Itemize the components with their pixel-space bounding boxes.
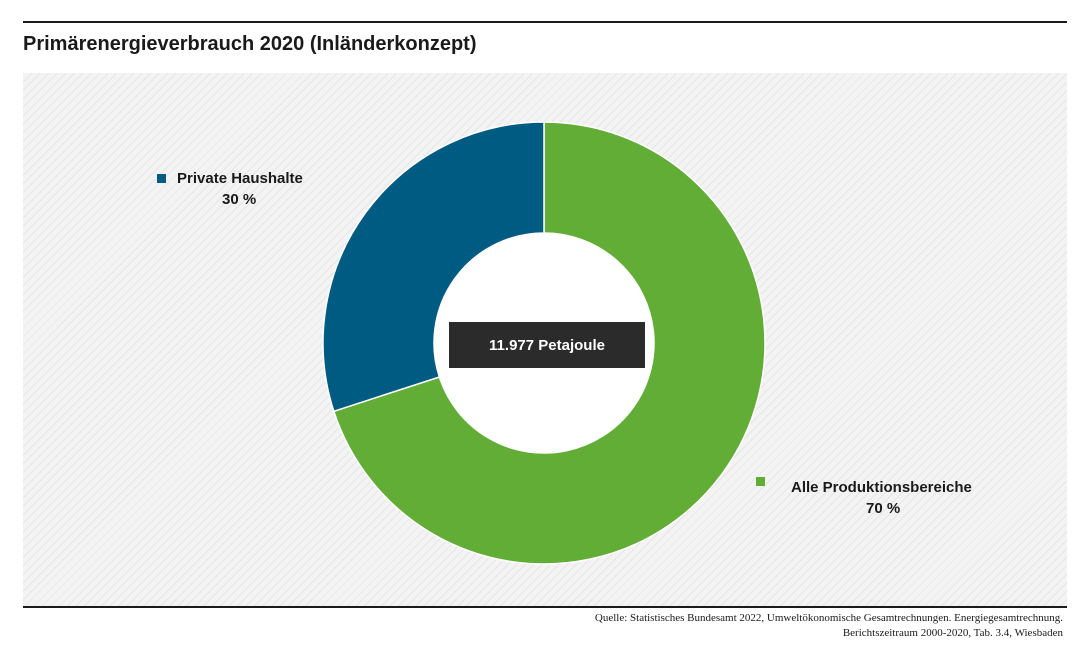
source-line-1: Quelle: Statistisches Bundesamt 2022, Um… <box>594 612 1063 624</box>
bottom-rule <box>23 606 1067 608</box>
chart-title: Primärenergieverbrauch 2020 (Inländerkon… <box>23 33 477 55</box>
legend-swatch-private-haushalte <box>157 174 166 183</box>
center-total-label: 11.977 Petajoule <box>449 322 645 368</box>
legend-label-private-haushalte: Private Haushalte <box>177 170 303 187</box>
data-label-private-haushalte: 30 % <box>222 191 257 208</box>
source-note: Quelle: Statistisches Bundesamt 2022, Um… <box>595 611 1063 641</box>
top-rule <box>23 21 1067 23</box>
data-label-alle-produktionsbereiche: 70 % <box>866 500 901 517</box>
legend-label-alle-produktionsbereiche: Alle Produktionsbereiche <box>791 479 972 496</box>
legend-swatch-alle-produktionsbereiche <box>756 477 765 486</box>
source-line-2: Berichtszeitraum 2000-2020, Tab. 3.4, Wi… <box>842 627 1063 639</box>
